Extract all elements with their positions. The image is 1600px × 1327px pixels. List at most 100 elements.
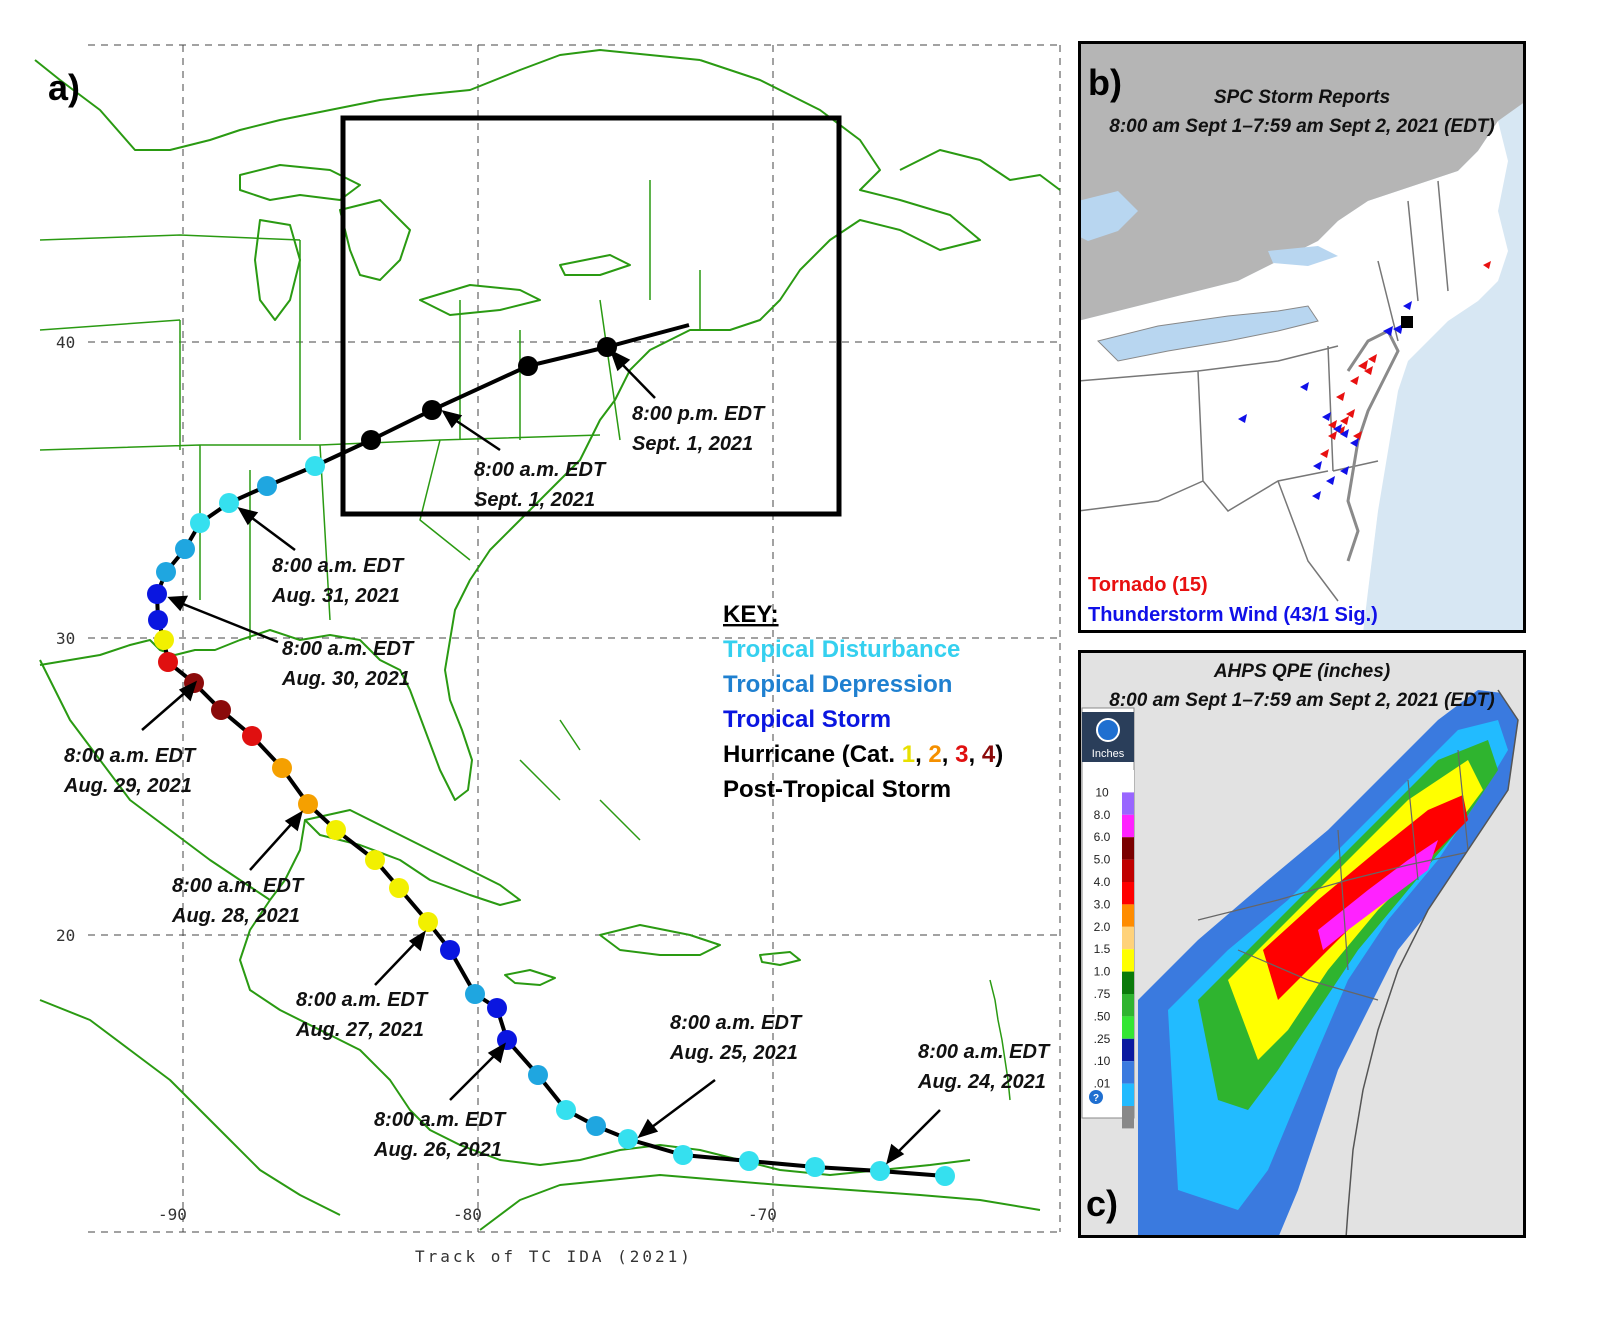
qpe-level-label: .01 (1094, 1077, 1111, 1091)
lon-tick-minus90: -90 (158, 1205, 187, 1224)
qpe-level-label: 1.0 (1094, 965, 1111, 979)
help-icon-glyph: ? (1093, 1093, 1099, 1104)
track-point-disturbance (618, 1129, 638, 1149)
significant-wind-marker (1401, 316, 1413, 328)
track-point-cat1 (389, 878, 409, 898)
track-point-disturbance (870, 1161, 890, 1181)
lon-tick-minus80: -80 (453, 1205, 482, 1224)
track-point-depression (257, 476, 277, 496)
track-point-cat2 (272, 758, 292, 778)
qpe-swatch (1122, 949, 1134, 972)
track-point-disturbance (673, 1145, 693, 1165)
key-hurricane-prefix: Hurricane (Cat. (723, 741, 902, 768)
track-point-cat3 (242, 726, 262, 746)
ann-aug30-line1: 8:00 a.m. EDT (282, 638, 415, 660)
ann-aug31-line1: 8:00 a.m. EDT (272, 555, 405, 577)
panel-c-title-1: AHPS QPE (inches) (1213, 661, 1390, 682)
track-point-disturbance (935, 1166, 955, 1186)
annotation-arrows (141, 349, 941, 1165)
track-point-post (422, 400, 442, 420)
ann-sep1am-line1: 8:00 a.m. EDT (474, 459, 607, 481)
qpe-swatch (1122, 837, 1134, 860)
qpe-level-label: .75 (1094, 987, 1111, 1001)
qpe-swatch (1122, 994, 1134, 1017)
track-point-depression (586, 1116, 606, 1136)
ann-aug25-line1: 8:00 a.m. EDT (670, 1012, 803, 1034)
panel-b-letter: b) (1088, 62, 1122, 103)
lat-tick-20: 20 (56, 926, 75, 945)
lon-tick-minus70: -70 (748, 1205, 777, 1224)
track-point-storm (487, 998, 507, 1018)
qpe-swatch (1122, 1106, 1134, 1129)
qpe-swatch (1122, 1038, 1134, 1062)
qpe-swatch (1122, 814, 1134, 838)
track-point-storm (148, 610, 168, 630)
qpe-level-label: 5.0 (1094, 853, 1111, 867)
key-title: KEY: (723, 601, 779, 628)
track-point-storm (440, 940, 460, 960)
qpe-level-label: 1.5 (1094, 942, 1111, 956)
panel-a-letter: a) (48, 67, 80, 108)
ann-aug30-line2: Aug. 30, 2021 (281, 668, 410, 690)
report-markers (1238, 261, 1491, 500)
key-hurricane-suffix: ) (995, 741, 1003, 768)
help-icon[interactable] (1089, 1090, 1103, 1104)
qpe-swatch (1122, 926, 1134, 950)
key-sep3: , (968, 741, 981, 768)
map-footer: Track of TC IDA (2021) (415, 1247, 693, 1266)
key-sep1: , (915, 741, 928, 768)
panel-a-map: a) 40 30 20 -90 -80 -70 Track of TC IDA … (34, 44, 1061, 1266)
legend-tornado: Tornado (15) (1088, 574, 1208, 596)
track-point-depression (175, 539, 195, 559)
qpe-swatch (1122, 792, 1134, 815)
key-storm: Tropical Storm (723, 706, 891, 733)
qpe-level-label: 4.0 (1094, 875, 1111, 889)
qpe-swatch (1122, 1016, 1134, 1039)
panel-c-letter: c) (1086, 1183, 1118, 1224)
ann-aug28-line2: Aug. 28, 2021 (171, 905, 300, 927)
key-sep2: , (942, 741, 955, 768)
key-cat1: 1 (902, 741, 915, 768)
lat-tick-30: 30 (56, 629, 75, 648)
qpe-legend-header: Inches (1092, 748, 1125, 760)
track-point-cat3 (158, 652, 178, 672)
qpe-swatch (1122, 971, 1134, 994)
state-lines-b (1078, 180, 1449, 602)
qpe-level-label: .25 (1094, 1032, 1111, 1046)
legend-wind: Thunderstorm Wind (43/1 Sig.) (1088, 604, 1378, 626)
key-cat3: 3 (955, 741, 968, 768)
key-disturbance: Tropical Disturbance (723, 636, 960, 663)
qpe-level-label: 10 (1095, 785, 1109, 799)
qpe-level-label: 3.0 (1094, 897, 1111, 911)
track-point-disturbance (556, 1100, 576, 1120)
svg-text:Hurricane (Cat. 1, 2, 3, 4): Hurricane (Cat. 1, 2, 3, 4) (723, 741, 1003, 768)
panel-c-qpe: Inches 10 8.0 6.0 5.0 4.0 3.0 2.0 1.5 1.0 .75 .50.… (1078, 650, 1526, 1238)
track-point-disturbance (305, 456, 325, 476)
track-point-post (361, 430, 381, 450)
key-cat4: 4 (982, 741, 996, 768)
ann-aug27-line2: Aug. 27, 2021 (295, 1019, 424, 1041)
lat-tick-40: 40 (56, 333, 75, 352)
qpe-level-label: .50 (1094, 1009, 1111, 1023)
qpe-level-label: 6.0 (1094, 830, 1111, 844)
panel-b-title-1: SPC Storm Reports (1214, 87, 1390, 108)
track-point-disturbance (219, 493, 239, 513)
panel-b-storm-reports: b) SPC Storm Reports 8:00 am Sept 1–7:59… (1078, 41, 1526, 633)
panel-b-title-2: 8:00 am Sept 1–7:59 am Sept 2, 2021 (EDT… (1109, 116, 1494, 137)
ann-aug29-line2: Aug. 29, 2021 (63, 775, 192, 797)
ann-aug24-line2: Aug. 24, 2021 (917, 1071, 1046, 1093)
ann-aug26-line2: Aug. 26, 2021 (373, 1139, 502, 1161)
key-cat2: 2 (928, 741, 941, 768)
key-depression: Tropical Depression (723, 671, 952, 698)
track-point-disturbance (805, 1157, 825, 1177)
noaa-logo-icon (1096, 718, 1120, 742)
track-point-cat1 (154, 630, 174, 650)
qpe-level-label: 8.0 (1094, 808, 1111, 822)
track-point-cat4 (211, 700, 231, 720)
ann-sep1pm-line2: Sept. 1, 2021 (632, 433, 753, 455)
